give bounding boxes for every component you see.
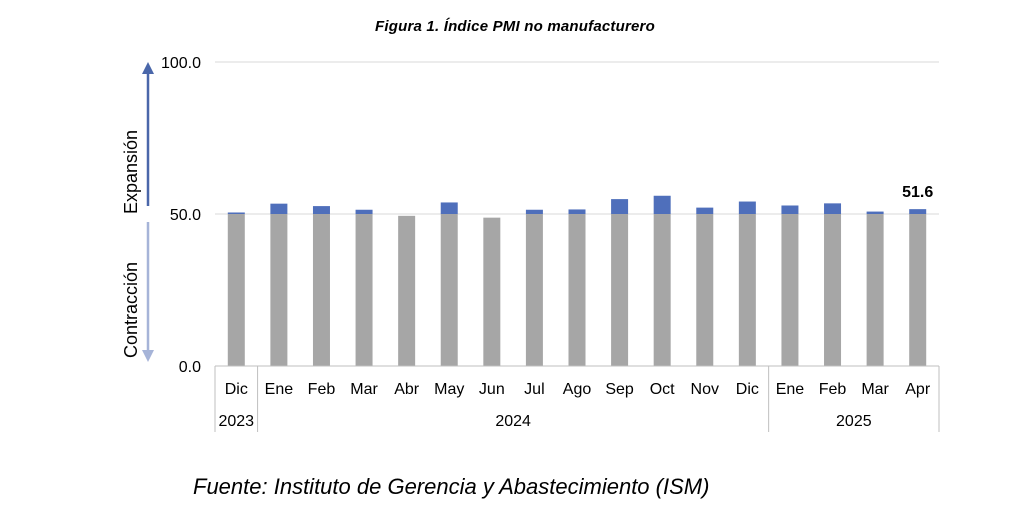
contraction-label: Contracción xyxy=(121,262,141,358)
x-tick-label: Ago xyxy=(563,381,592,398)
bar-base xyxy=(398,215,416,366)
x-tick-label: Dic xyxy=(225,381,248,398)
contraction-arrow-head xyxy=(142,350,154,362)
bar-base xyxy=(909,214,927,366)
bar-base xyxy=(611,214,629,366)
bar-base xyxy=(355,214,373,366)
x-tick-label: May xyxy=(434,381,464,398)
bar-expansion xyxy=(270,203,288,214)
bar-expansion xyxy=(866,211,884,214)
bar-base xyxy=(312,214,330,366)
last-value-label: 51.6 xyxy=(902,184,933,201)
year-label: 2025 xyxy=(836,413,872,430)
bar-base xyxy=(781,214,799,366)
chart-title-text: Figura 1. Índice PMI no manufacturero xyxy=(375,18,655,35)
bar-base xyxy=(866,214,884,366)
bar-base xyxy=(696,214,714,366)
y-tick-label: 100.0 xyxy=(161,55,201,72)
x-tick-label: Feb xyxy=(308,381,336,398)
bar-expansion xyxy=(781,205,799,214)
bar-base xyxy=(568,214,586,366)
x-tick-label: Feb xyxy=(819,381,847,398)
pmi-chart: 0.0 50.0 100.0 51.6 Dic Ene Feb Mar Abr May Jun Jul… xyxy=(121,55,940,432)
x-tick-label: Mar xyxy=(861,381,889,398)
bar-expansion xyxy=(568,209,586,214)
bar-base xyxy=(270,214,288,366)
bar-expansion xyxy=(696,207,714,214)
bar-expansion xyxy=(909,209,927,214)
x-tick-label: Apr xyxy=(905,381,931,398)
bar-base xyxy=(440,214,458,366)
year-label: 2023 xyxy=(218,413,254,430)
bar-expansion xyxy=(738,201,756,214)
bar-expansion xyxy=(355,209,373,214)
bar-base xyxy=(227,214,245,366)
bar-expansion xyxy=(227,212,245,214)
bar-expansion xyxy=(611,199,629,214)
expansion-label: Expansión xyxy=(121,130,141,214)
chart-title: Figura 1. Índice PMI no manufacturero xyxy=(0,18,1030,35)
bar-base xyxy=(653,214,671,366)
bar-expansion xyxy=(824,203,842,214)
source-note: Fuente: Instituto de Gerencia y Abasteci… xyxy=(193,474,710,499)
bar-expansion xyxy=(653,195,671,214)
bar-expansion xyxy=(525,209,543,214)
x-tick-label: Sep xyxy=(605,381,634,398)
x-tick-label: Mar xyxy=(350,381,378,398)
y-tick-label: 50.0 xyxy=(170,207,201,224)
x-tick-label: Jul xyxy=(524,381,544,398)
bar-base xyxy=(738,214,756,366)
x-tick-label: Oct xyxy=(650,381,675,398)
bar-base xyxy=(525,214,543,366)
bar-base xyxy=(824,214,842,366)
x-tick-label: Ene xyxy=(265,381,294,398)
bar-expansion xyxy=(312,206,330,214)
x-tick-label: Ene xyxy=(776,381,805,398)
y-tick-label: 0.0 xyxy=(179,359,201,376)
year-label: 2024 xyxy=(495,413,531,430)
x-tick-label: Dic xyxy=(736,381,759,398)
expansion-arrow-head xyxy=(142,62,154,74)
bar-base xyxy=(483,217,501,366)
x-tick-label: Abr xyxy=(394,381,420,398)
bar-expansion xyxy=(440,202,458,214)
x-tick-label: Nov xyxy=(691,381,719,398)
x-tick-label: Jun xyxy=(479,381,505,398)
